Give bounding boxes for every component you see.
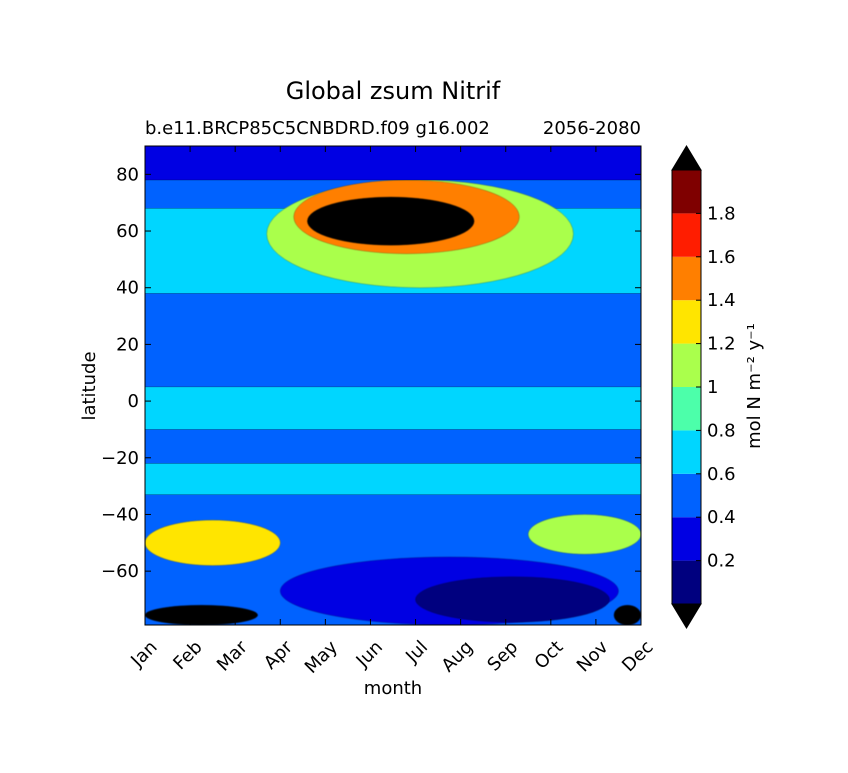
colorbar-label: mol N m⁻² y⁻¹ (744, 323, 765, 449)
x-tick-label: Mar (213, 636, 252, 675)
y-axis: 80 60 40 20 0 −20 −40 −60 (101, 164, 641, 582)
colorbar-segment (672, 256, 701, 301)
y-tick-label: 0 (128, 391, 139, 412)
plot-frame (144, 145, 642, 626)
plot-area (145, 146, 641, 625)
colorbar-tick-label: 1.6 (707, 247, 736, 268)
colorbar-segment (672, 387, 701, 431)
x-tick-label: Apr (260, 636, 297, 673)
colorbar-segment (672, 517, 701, 561)
colorbar-segment (672, 430, 701, 474)
colorbar: 0.2 0.4 0.6 0.8 1 1.2 1.4 1.6 1.8 (671, 145, 736, 629)
x-tick-label: Oct (531, 637, 568, 674)
colorbar-tick-label: 1 (707, 377, 718, 398)
colorbar-segment (672, 300, 701, 344)
y-tick-label: 80 (116, 164, 139, 185)
y-tick-label: 40 (116, 278, 139, 299)
y-tick-label: −40 (101, 504, 139, 525)
x-tick-label: Aug (438, 637, 478, 677)
colorbar-tick-label: 1.2 (707, 334, 736, 355)
x-tick-label: Jan (126, 637, 161, 672)
x-axis-label: month (364, 678, 422, 699)
field-southern-mid-band (145, 463, 641, 495)
colorbar-segment (672, 473, 701, 518)
y-tick-label: 20 (116, 334, 139, 355)
colorbar-extend-top (671, 145, 702, 171)
y-axis-label: latitude (79, 351, 100, 420)
y-tick-label: −20 (101, 448, 139, 469)
field-antarctic-min (415, 576, 610, 623)
x-tick-label: Nov (573, 636, 613, 676)
colorbar-tick-label: 0.6 (707, 464, 736, 485)
colorbar-segment (672, 343, 701, 387)
chart-subtitle-left: b.e11.BRCP85C5CNBDRD.f09 g16.002 (145, 118, 490, 139)
x-tick-label: May (301, 636, 342, 677)
chart-title: Global zsum Nitrif (286, 77, 501, 105)
x-tick-label: Jun (352, 637, 387, 672)
colorbar-segment (672, 213, 701, 257)
colorbar-segment (672, 170, 701, 214)
colorbar-tick-label: 0.8 (707, 420, 736, 441)
x-tick-label: Feb (169, 637, 206, 674)
x-tick-label: Jul (401, 637, 432, 668)
field-tropical-band (145, 386, 641, 430)
colorbar-tick-label: 0.4 (707, 507, 736, 528)
y-tick-label: −60 (101, 561, 139, 582)
colorbar-extend-bottom (671, 603, 702, 629)
colorbar-tick-label: 1.8 (707, 203, 736, 224)
y-tick-label: 60 (116, 221, 139, 242)
colorbar-tick-label: 1.4 (707, 290, 736, 311)
x-tick-label: Dec (618, 637, 657, 676)
chart-subtitle-right: 2056-2080 (543, 118, 641, 139)
field-southern-ocean-nov (528, 514, 641, 555)
colorbar-tick-label: 0.2 (707, 551, 736, 572)
field-north-pole-low (145, 146, 641, 181)
colorbar-segment (672, 560, 701, 604)
field-antarctic-edge-jan (145, 604, 258, 625)
field-southern-ocean-jan (145, 519, 281, 566)
field-antarctic-edge-dec (613, 604, 641, 625)
x-tick-label: Sep (483, 637, 522, 676)
field-arctic-bloom-max (307, 196, 475, 246)
